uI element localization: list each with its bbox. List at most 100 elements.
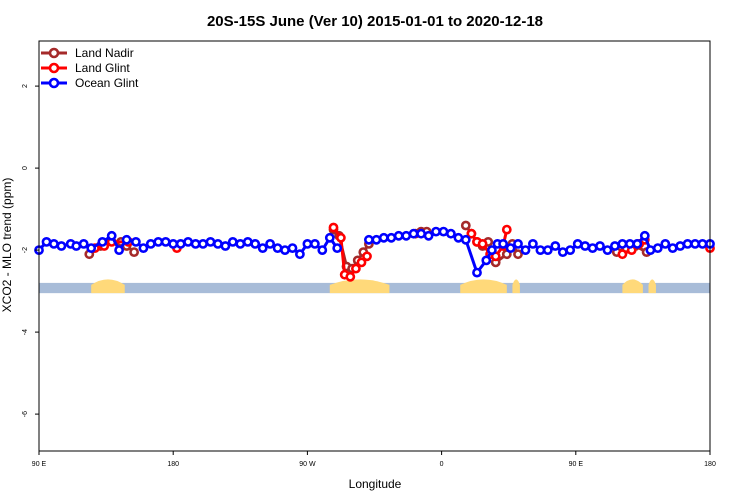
data-point-ocean-glint: [565, 245, 576, 255]
y-tick-label: -2: [22, 247, 29, 253]
data-point-ocean-glint: [97, 236, 108, 247]
x-tick-label: 0: [440, 461, 444, 468]
data-point-ocean-glint: [557, 247, 568, 257]
data-point-land-nadir: [460, 220, 471, 231]
data-point-ocean-glint: [265, 238, 275, 249]
data-point-ocean-glint: [481, 255, 492, 266]
data-point-ocean-glint: [317, 245, 328, 255]
data-point-ocean-glint: [324, 232, 335, 243]
data-point-ocean-glint: [453, 232, 464, 243]
data-point-land-glint: [362, 251, 372, 262]
legend-item-ocean-glint: Ocean Glint: [41, 76, 139, 90]
data-point-ocean-glint: [168, 238, 179, 249]
series-land-glint: [90, 222, 715, 282]
data-point-ocean-glint: [542, 245, 553, 255]
x-tick-label: 90 E: [32, 461, 47, 468]
data-point-land-glint: [356, 257, 367, 268]
data-point-land-glint: [477, 238, 488, 249]
data-point-ocean-glint: [130, 236, 141, 247]
land-band-segment-5: [648, 279, 656, 294]
legend-label: Ocean Glint: [75, 76, 139, 90]
series-layer: [34, 220, 715, 282]
data-point-land-nadir: [513, 249, 523, 260]
data-point-ocean-glint: [280, 245, 290, 255]
data-point-ocean-glint: [431, 226, 441, 237]
legend-marker: [48, 77, 60, 89]
data-point-land-nadir: [129, 247, 139, 257]
data-point-ocean-glint: [205, 236, 216, 247]
data-point-land-glint: [617, 249, 628, 260]
data-point-ocean-glint: [138, 243, 149, 253]
land-band-segment-1: [329, 279, 390, 294]
y-tick-label: 0: [22, 166, 29, 170]
data-point-ocean-glint: [595, 241, 605, 251]
data-point-ocean-glint: [513, 238, 523, 249]
x-tick-label: 90 W: [299, 461, 316, 468]
data-point-ocean-glint: [198, 238, 208, 249]
data-point-ocean-glint: [114, 245, 124, 255]
y-tick-label: 2: [22, 84, 29, 88]
y-tick-label: -4: [22, 329, 29, 335]
data-point-ocean-glint: [145, 238, 156, 249]
data-point-ocean-glint: [682, 238, 693, 249]
legend-item-land-nadir: Land Nadir: [41, 46, 134, 60]
series-ocean-glint: [34, 226, 715, 278]
data-point-ocean-glint: [235, 238, 246, 249]
legend-marker: [48, 47, 60, 59]
plot-frame: [38, 40, 711, 452]
data-point-ocean-glint: [78, 238, 89, 249]
data-point-ocean-glint: [287, 243, 298, 253]
data-point-ocean-glint: [175, 238, 186, 249]
data-point-ocean-glint: [528, 238, 538, 249]
data-point-ocean-glint: [371, 234, 382, 245]
data-point-ocean-glint: [294, 249, 305, 260]
data-point-ocean-glint: [183, 236, 193, 247]
data-point-ocean-glint: [86, 243, 97, 253]
data-point-ocean-glint: [49, 238, 59, 249]
data-point-land-glint: [328, 222, 339, 233]
data-point-land-glint: [350, 263, 361, 274]
data-point-ocean-glint: [652, 243, 663, 253]
data-point-ocean-glint: [257, 243, 268, 253]
data-point-ocean-glint: [610, 241, 620, 251]
data-point-ocean-glint: [472, 267, 482, 278]
data-point-ocean-glint: [498, 238, 508, 249]
data-point-ocean-glint: [697, 238, 708, 249]
data-point-ocean-glint: [408, 228, 419, 239]
data-point-ocean-glint: [227, 236, 238, 247]
x-tick-label: 90 E: [569, 461, 584, 468]
data-point-ocean-glint: [667, 243, 678, 253]
legend-item-land-glint: Land Glint: [41, 61, 130, 75]
data-point-ocean-glint: [445, 228, 456, 239]
land-band-segment-0: [91, 279, 125, 294]
data-point-ocean-glint: [309, 238, 320, 249]
legend-label: Land Nadir: [75, 46, 134, 60]
data-point-ocean-glint: [660, 238, 671, 249]
data-point-ocean-glint: [220, 241, 231, 251]
data-point-ocean-glint: [632, 238, 643, 249]
data-point-ocean-glint: [41, 236, 52, 247]
data-point-ocean-glint: [160, 236, 171, 247]
land-band-segment-3: [512, 279, 520, 294]
data-point-ocean-glint: [580, 241, 590, 251]
data-point-land-glint: [466, 228, 477, 239]
data-point-ocean-glint: [386, 232, 397, 243]
data-point-ocean-glint: [416, 228, 426, 239]
data-point-ocean-glint: [302, 238, 313, 249]
data-point-ocean-glint: [106, 230, 117, 241]
x-axis-label: Longitude: [349, 477, 402, 491]
data-point-ocean-glint: [242, 236, 253, 247]
data-point-ocean-glint: [602, 245, 613, 255]
data-point-ocean-glint: [639, 230, 650, 241]
data-point-ocean-glint: [272, 243, 283, 253]
data-point-ocean-glint: [550, 241, 561, 251]
data-point-ocean-glint: [460, 234, 471, 245]
data-point-ocean-glint: [423, 230, 434, 241]
data-point-ocean-glint: [505, 243, 516, 253]
y-tick-label: -6: [22, 411, 29, 417]
x-tick-label: 180: [704, 461, 716, 468]
data-point-ocean-glint: [332, 243, 343, 253]
x-axis: 90 E 180 90 W 0 90 E 180: [32, 451, 716, 468]
